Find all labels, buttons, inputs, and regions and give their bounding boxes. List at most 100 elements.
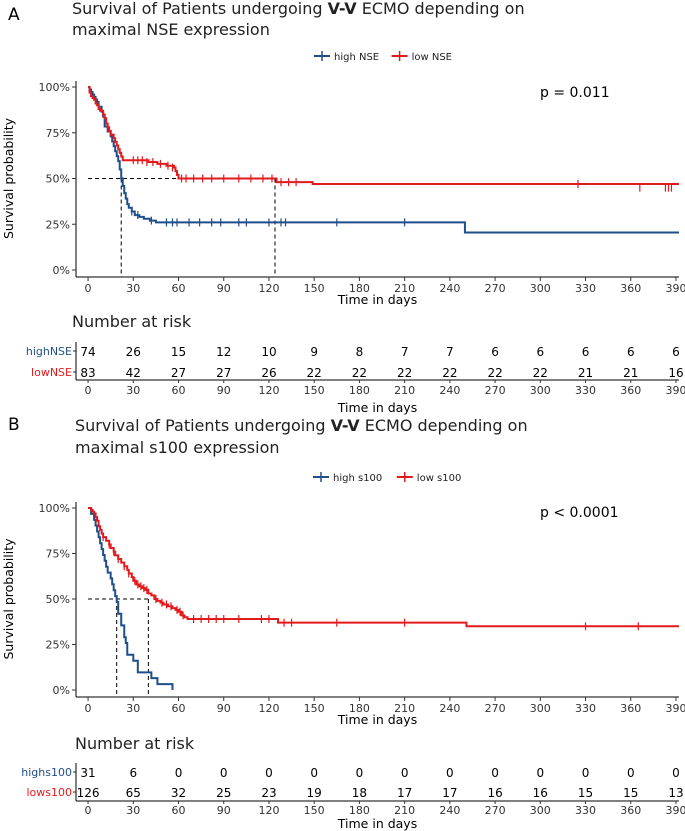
risk-value: 6 xyxy=(491,345,499,359)
risk-value: 0 xyxy=(491,766,499,780)
x-tick-label: 90 xyxy=(217,702,231,715)
panel-letter: B xyxy=(8,415,20,435)
x-tick-label: 240 xyxy=(439,282,460,295)
risk-value: 22 xyxy=(307,366,322,380)
risk-x-tick-label: 210 xyxy=(394,384,415,397)
y-axis-label: Survival probability xyxy=(1,117,16,239)
risk-x-tick-label: 360 xyxy=(620,384,641,397)
risk-value: 0 xyxy=(672,766,680,780)
risk-x-tick-label: 270 xyxy=(485,804,506,817)
risk-value: 15 xyxy=(171,345,186,359)
risk-value: 0 xyxy=(220,766,228,780)
risk-value: 22 xyxy=(442,366,457,380)
y-tick-label: 50% xyxy=(46,173,70,186)
survival-curve-high xyxy=(88,507,174,690)
title-bold: V-V xyxy=(328,0,358,18)
risk-value: 16 xyxy=(487,786,502,800)
risk-x-axis-label: Time in days xyxy=(337,816,417,831)
risk-value: 0 xyxy=(536,766,544,780)
y-tick-label: 0% xyxy=(53,264,70,277)
risk-value: 23 xyxy=(261,786,276,800)
chart-title-line2: maximal s100 expression xyxy=(75,438,280,457)
risk-value: 74 xyxy=(80,345,95,359)
risk-x-tick-label: 240 xyxy=(439,804,460,817)
risk-value: 0 xyxy=(582,766,590,780)
legend-label: low s100 xyxy=(417,473,462,484)
x-tick-label: 210 xyxy=(394,282,415,295)
risk-value: 0 xyxy=(627,766,635,780)
y-tick-label: 0% xyxy=(53,684,70,697)
survival-curve-low xyxy=(88,507,679,628)
risk-x-tick-label: 150 xyxy=(304,384,325,397)
risk-x-tick-label: 390 xyxy=(665,804,685,817)
risk-x-tick-label: 300 xyxy=(530,384,551,397)
risk-value: 6 xyxy=(129,766,137,780)
risk-value: 12 xyxy=(216,345,231,359)
risk-value: 21 xyxy=(578,366,593,380)
x-tick-label: 0 xyxy=(85,702,92,715)
risk-row-label: lowNSE xyxy=(31,366,72,379)
risk-value: 26 xyxy=(261,366,276,380)
title-part2: ECMO depending on xyxy=(360,416,528,435)
risk-value: 18 xyxy=(352,786,367,800)
risk-value: 22 xyxy=(397,366,412,380)
title-part1: Survival of Patients undergoing xyxy=(75,416,331,435)
risk-value: 32 xyxy=(171,786,186,800)
risk-table-title: Number at risk xyxy=(75,734,195,753)
risk-x-axis-label: Time in days xyxy=(337,400,417,415)
risk-value: 15 xyxy=(623,786,638,800)
x-tick-label: 90 xyxy=(217,282,231,295)
risk-value: 0 xyxy=(356,766,364,780)
panel-letter: A xyxy=(8,5,20,25)
legend-label: low NSE xyxy=(412,52,452,63)
chart-title: Survival of Patients undergoing V-V ECMO… xyxy=(72,0,525,18)
x-tick-label: 150 xyxy=(304,282,325,295)
y-tick-label: 100% xyxy=(39,502,70,515)
risk-x-tick-label: 30 xyxy=(126,384,140,397)
risk-value: 7 xyxy=(446,345,454,359)
risk-value: 17 xyxy=(442,786,457,800)
x-tick-label: 120 xyxy=(258,702,279,715)
risk-value: 8 xyxy=(356,345,364,359)
title-part1: Survival of Patients undergoing xyxy=(72,0,328,18)
y-tick-label: 75% xyxy=(46,548,70,561)
y-tick-label: 75% xyxy=(46,127,70,140)
risk-value: 0 xyxy=(310,766,318,780)
legend-label: high NSE xyxy=(334,52,379,63)
risk-value: 15 xyxy=(578,786,593,800)
survival-curve-low xyxy=(88,86,679,185)
risk-value: 0 xyxy=(175,766,183,780)
risk-x-tick-label: 60 xyxy=(172,384,186,397)
risk-x-tick-label: 30 xyxy=(126,804,140,817)
risk-value: 6 xyxy=(536,345,544,359)
risk-value: 9 xyxy=(310,345,318,359)
risk-value: 16 xyxy=(533,786,548,800)
x-tick-label: 240 xyxy=(439,702,460,715)
x-axis-label: Time in days xyxy=(337,712,417,727)
risk-x-tick-label: 180 xyxy=(349,384,370,397)
x-tick-label: 330 xyxy=(575,702,596,715)
x-tick-label: 60 xyxy=(172,282,186,295)
risk-value: 0 xyxy=(446,766,454,780)
risk-x-tick-label: 300 xyxy=(530,804,551,817)
risk-table-title: Number at risk xyxy=(72,312,192,331)
y-axis-label: Survival probability xyxy=(1,538,16,660)
risk-value: 0 xyxy=(265,766,273,780)
risk-value: 83 xyxy=(80,366,95,380)
risk-value: 21 xyxy=(623,366,638,380)
risk-x-tick-label: 330 xyxy=(575,384,596,397)
x-tick-label: 390 xyxy=(665,282,685,295)
risk-value: 7 xyxy=(401,345,409,359)
risk-value: 27 xyxy=(171,366,186,380)
x-tick-label: 210 xyxy=(394,702,415,715)
y-tick-label: 50% xyxy=(46,593,70,606)
risk-row-label: lows100 xyxy=(26,786,72,799)
x-tick-label: 300 xyxy=(530,282,551,295)
x-axis-label: Time in days xyxy=(337,292,417,307)
chart-title: Survival of Patients undergoing V-V ECMO… xyxy=(75,416,528,435)
risk-value: 10 xyxy=(261,345,276,359)
y-tick-label: 25% xyxy=(46,218,70,231)
risk-value: 65 xyxy=(126,786,141,800)
risk-value: 27 xyxy=(216,366,231,380)
